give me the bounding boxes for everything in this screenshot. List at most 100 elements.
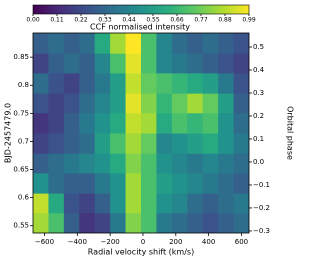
heatmap-cell (141, 72, 157, 94)
x-tick-label: −200 (101, 238, 120, 246)
heatmap-cell (218, 152, 235, 174)
y-tick-label: 0.85 (13, 53, 29, 61)
heatmap-cell (233, 72, 249, 94)
heatmap-cell (218, 112, 235, 134)
heatmap-cell (110, 33, 127, 54)
colorbar-tick-label: 0.44 (122, 17, 136, 24)
heatmap-cell (171, 72, 188, 94)
y2-tick-label: 0.5 (253, 43, 264, 51)
y-tick-label: 0.6 (18, 194, 30, 202)
heatmap-cell (156, 33, 173, 54)
heatmap-cell (233, 172, 249, 194)
heatmap-cell (218, 192, 235, 214)
heatmap-cell (125, 52, 142, 74)
heatmap-cell (141, 192, 157, 214)
heatmap-cell (202, 72, 219, 94)
heatmap-cell (110, 172, 127, 194)
heatmap-cell (125, 92, 142, 114)
heatmap-cell (125, 33, 142, 54)
heatmap-cell (125, 112, 142, 134)
y-tick-label: 0.65 (13, 166, 29, 174)
heatmap-cell (48, 92, 65, 114)
heatmap-cell (79, 152, 96, 174)
heatmap-cell (171, 152, 188, 174)
colorbar-tick-label: 0.22 (74, 17, 88, 24)
heatmap-cell (156, 192, 173, 214)
heatmap-cell (94, 33, 111, 54)
heatmap-cell (79, 172, 96, 194)
y2-tick-label: −0.3 (253, 227, 270, 235)
heatmap-cell (33, 172, 49, 194)
heatmap-cell (33, 192, 49, 214)
heatmap-cell (156, 152, 173, 174)
heatmap-cell (171, 52, 188, 74)
x-tick-label: 0 (141, 238, 145, 246)
y-axis-label: BJD-2457479.0 (4, 103, 13, 163)
heatmap-cell (187, 112, 204, 134)
heatmap-cell (79, 133, 96, 154)
colorbar-tick-label: 0.11 (50, 17, 64, 24)
heatmap-cell (33, 52, 49, 74)
heatmap-cell (94, 72, 111, 94)
heatmap-cell (125, 133, 142, 154)
heatmap-cell (141, 152, 157, 174)
heatmap-cell (110, 72, 127, 94)
heatmap-cell (94, 172, 111, 194)
colorbar-tick-label: 0.66 (170, 17, 184, 24)
heatmap-cell (202, 92, 219, 114)
heatmap-cell (187, 172, 204, 194)
heatmap-cell (79, 52, 96, 74)
heatmap-cell (141, 33, 157, 54)
heatmap-cell (48, 152, 65, 174)
heatmap-cell (202, 52, 219, 74)
y-tick-label: 0.55 (13, 222, 29, 230)
heatmap-cell (33, 133, 49, 154)
heatmap-cell (110, 133, 127, 154)
heatmap-cell (233, 152, 249, 174)
heatmap-cell (79, 192, 96, 214)
heatmap-cell (156, 172, 173, 194)
heatmap-cell (202, 212, 219, 233)
heatmap-cell (63, 152, 80, 174)
heatmap-cell (233, 33, 249, 54)
heatmap-cell (63, 112, 80, 134)
heatmap-cell (63, 212, 80, 233)
heatmap-cell (218, 72, 235, 94)
colorbar-label: CCF normalised intensity (90, 23, 190, 32)
x-tick-label: 600 (235, 238, 248, 246)
heatmap-cell (63, 72, 80, 94)
heatmap-cell (63, 192, 80, 214)
heatmap-cell (79, 112, 96, 134)
colorbar-tick-label: 0.77 (194, 17, 208, 24)
heatmap-cell (141, 172, 157, 194)
heatmap-cell (202, 152, 219, 174)
heatmap-cell (33, 33, 49, 54)
heatmap-cell (141, 133, 157, 154)
y-tick-label: 0.7 (18, 137, 29, 145)
colorbar-tick-label: 0.88 (218, 17, 232, 24)
y-tick-label: 0.8 (18, 81, 29, 89)
heatmap-cell (233, 112, 249, 134)
heatmap-cell (233, 133, 249, 154)
heatmap-cell (125, 172, 142, 194)
heatmap-cell (110, 52, 127, 74)
heatmap-cell (202, 112, 219, 134)
y2-tick-label: 0.2 (253, 112, 264, 120)
colorbar-tick-label: 0.99 (242, 17, 256, 24)
heatmap-cell (125, 192, 142, 214)
heatmap-cell (187, 212, 204, 233)
y2-tick-label: 0.1 (253, 135, 264, 143)
y2-tick-label: 0.4 (253, 66, 265, 74)
heatmap-cell (33, 152, 49, 174)
heatmap-cell (141, 52, 157, 74)
heatmap-cell (171, 192, 188, 214)
heatmap-cell (202, 172, 219, 194)
y2-tick-label: 0.0 (253, 158, 264, 166)
heatmap-cell (218, 212, 235, 233)
heatmap-cell (48, 33, 65, 54)
heatmap-cell (33, 92, 49, 114)
heatmap-cell (187, 92, 204, 114)
heatmap-cell (125, 72, 142, 94)
colorbar-tick-label: 0.00 (26, 17, 40, 24)
heatmap-cell (94, 152, 111, 174)
